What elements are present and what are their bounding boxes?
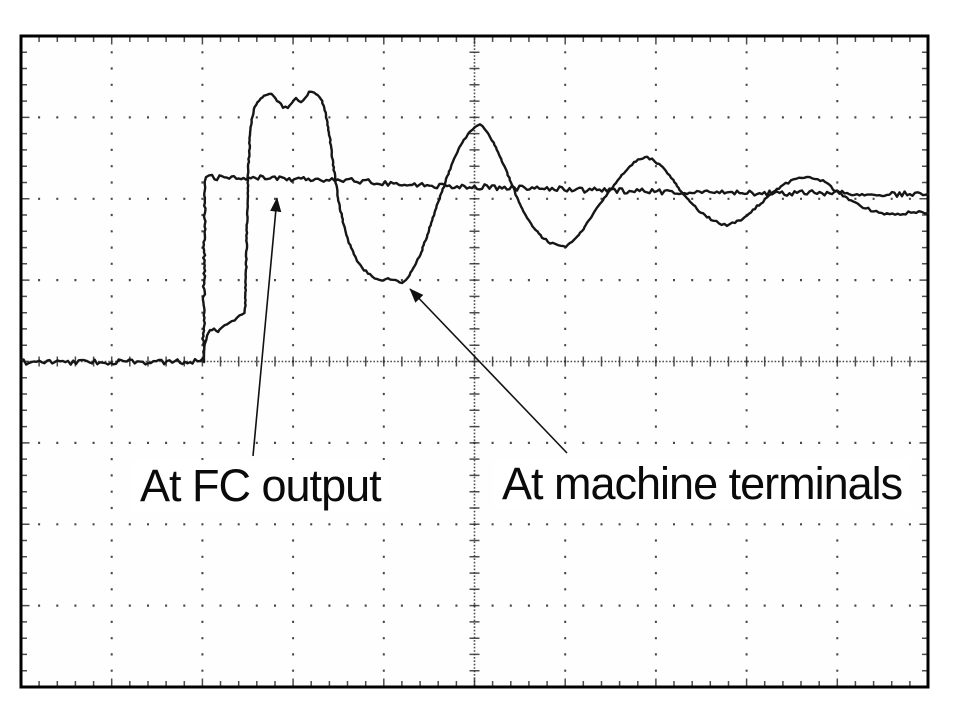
machine-terminals-arrow (409, 288, 568, 454)
scope-border (19, 34, 930, 689)
graticule-ticks (22, 37, 927, 686)
fc-output-label: At FC output (132, 460, 389, 512)
machine-terminals-trace (202, 90, 930, 364)
fc-output-arrow (252, 197, 282, 457)
machine-terminals-label: At machine terminals (494, 458, 911, 510)
